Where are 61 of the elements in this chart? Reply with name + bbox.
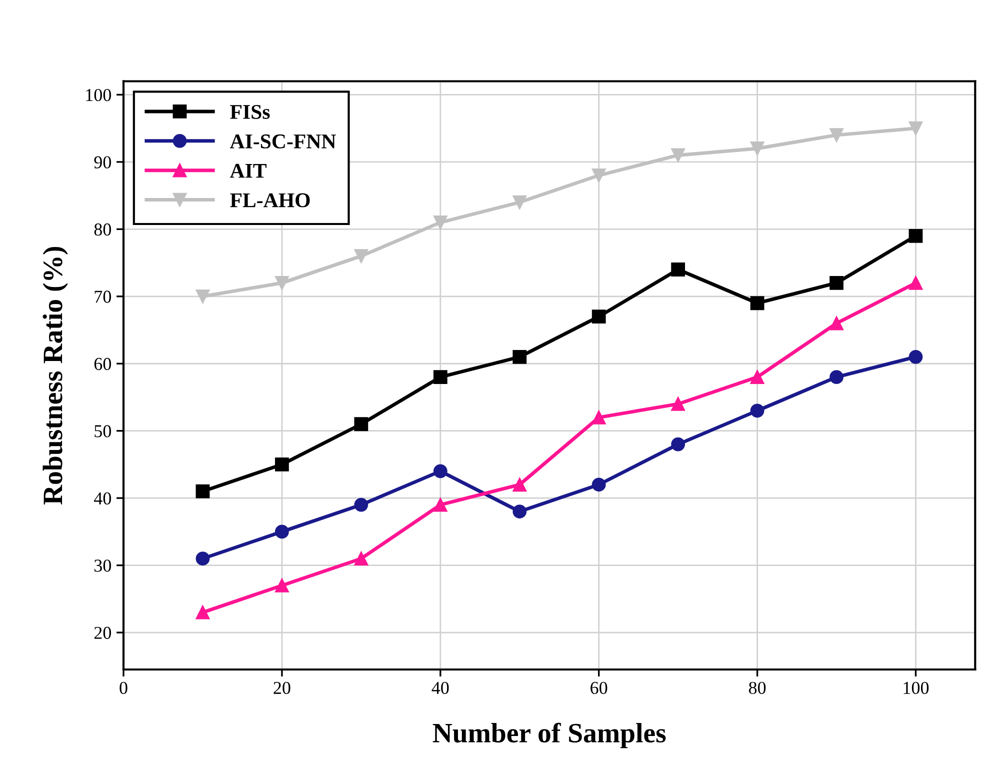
legend-label: AI-SC-FNN bbox=[230, 134, 336, 148]
x-tick-label: 0 bbox=[120, 682, 128, 694]
point bbox=[354, 417, 368, 432]
point bbox=[512, 478, 527, 492]
x-tick-label: 80 bbox=[748, 682, 766, 694]
point bbox=[275, 458, 289, 472]
point bbox=[671, 437, 686, 452]
y-tick-label: 40 bbox=[94, 492, 112, 505]
point bbox=[354, 498, 368, 512]
point bbox=[830, 276, 844, 290]
point bbox=[908, 276, 923, 290]
point bbox=[830, 370, 844, 384]
point bbox=[750, 404, 764, 418]
point bbox=[671, 262, 686, 276]
point bbox=[512, 350, 527, 364]
legend-label: FISs bbox=[230, 104, 270, 119]
point bbox=[512, 504, 527, 518]
x-tick-label: 40 bbox=[432, 682, 449, 694]
point bbox=[196, 552, 210, 566]
y-tick-label: 20 bbox=[94, 626, 112, 639]
point bbox=[196, 605, 210, 620]
point bbox=[196, 289, 210, 304]
point bbox=[433, 498, 448, 512]
point bbox=[592, 478, 606, 492]
x-tick-label: 20 bbox=[274, 682, 290, 694]
y-tick-label: 90 bbox=[94, 156, 112, 168]
point bbox=[830, 316, 844, 330]
x-tick-label: 60 bbox=[590, 682, 608, 694]
point bbox=[671, 148, 686, 162]
point bbox=[592, 410, 606, 424]
point bbox=[433, 464, 448, 478]
point bbox=[908, 350, 923, 364]
y-axis-title: Robustness Ratio (%) bbox=[42, 246, 68, 505]
y-tick-label: 70 bbox=[94, 290, 112, 303]
y-tick-label: 50 bbox=[94, 425, 112, 438]
point bbox=[275, 276, 289, 290]
point bbox=[592, 168, 606, 182]
x-axis-title: Number of Samples bbox=[432, 722, 666, 748]
point bbox=[592, 310, 606, 324]
point bbox=[750, 142, 764, 156]
point bbox=[354, 249, 368, 264]
point bbox=[750, 296, 764, 310]
point bbox=[830, 128, 844, 142]
point bbox=[908, 228, 923, 243]
legend-label: AIT bbox=[230, 164, 266, 178]
y-tick-label: 100 bbox=[86, 88, 112, 102]
point bbox=[196, 484, 210, 498]
point bbox=[275, 578, 289, 592]
point bbox=[275, 524, 289, 539]
x-tick-label: 100 bbox=[904, 682, 929, 694]
y-tick-label: 80 bbox=[94, 223, 112, 236]
point bbox=[433, 216, 448, 230]
point bbox=[671, 397, 686, 411]
y-tick-label: 60 bbox=[94, 358, 112, 370]
point bbox=[433, 370, 448, 384]
legend-label: FL-AHO bbox=[230, 193, 310, 208]
point bbox=[750, 370, 764, 384]
point bbox=[908, 121, 923, 136]
point bbox=[512, 195, 527, 210]
y-tick-label: 30 bbox=[94, 560, 112, 572]
point bbox=[354, 552, 368, 566]
